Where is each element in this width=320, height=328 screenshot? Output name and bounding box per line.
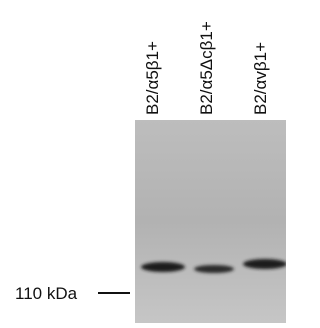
band bbox=[194, 265, 234, 273]
lane-label: B2/αvβ1+ bbox=[251, 42, 270, 115]
marker-label: 110 kDa bbox=[15, 284, 78, 303]
lane-label: B2/α5β1+ bbox=[143, 41, 162, 115]
blot-membrane bbox=[135, 120, 286, 323]
lane-label: B2/α5Δcβ1+ bbox=[197, 21, 216, 115]
page: {"lanes": [{"label": "B2/α5β1+"}, {"labe… bbox=[0, 0, 286, 323]
band bbox=[243, 259, 286, 269]
band bbox=[141, 262, 185, 272]
lane-labels: B2/α5β1+ B2/α5Δcβ1+ B2/αvβ1+ bbox=[143, 21, 270, 115]
blot-figure: B2/α5β1+ B2/α5Δcβ1+ B2/αvβ1+ 110 kDa bbox=[0, 0, 286, 323]
